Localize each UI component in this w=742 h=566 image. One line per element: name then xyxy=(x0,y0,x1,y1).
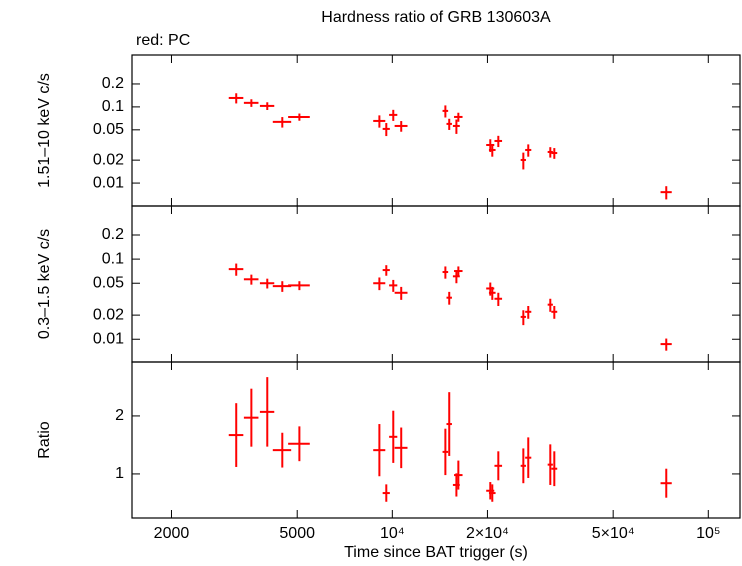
x-tick-label: 2×10⁴ xyxy=(466,525,509,542)
y-tick-label: 0.01 xyxy=(93,330,124,347)
x-tick-label: 2000 xyxy=(154,525,190,542)
annotation: red: PC xyxy=(136,32,190,49)
y-tick-label: 0.02 xyxy=(93,151,124,168)
x-tick-label: 5×10⁴ xyxy=(592,525,635,542)
y-tick-label: 0.05 xyxy=(93,121,124,138)
plot-frame xyxy=(131,205,741,363)
plot-frame xyxy=(131,361,741,519)
chart-title: Hardness ratio of GRB 130603A xyxy=(321,9,551,26)
x-axis-label: Time since BAT trigger (s) xyxy=(344,544,528,561)
x-tick-label: 10⁴ xyxy=(380,525,405,542)
y-axis-label: 0.3–1.5 keV c/s xyxy=(36,229,53,339)
y-tick-label: 0.1 xyxy=(102,250,124,267)
y-tick-label: 1 xyxy=(115,465,124,482)
x-tick-label: 10⁵ xyxy=(696,525,720,542)
y-tick-label: 2 xyxy=(115,407,124,424)
y-tick-label: 0.2 xyxy=(102,75,124,92)
y-axis-label: 1.51–10 keV c/s xyxy=(36,73,53,188)
y-axis-label: Ratio xyxy=(36,421,53,458)
y-tick-label: 0.01 xyxy=(93,174,124,191)
y-tick-label: 0.1 xyxy=(102,98,124,115)
x-tick-label: 5000 xyxy=(279,525,315,542)
y-tick-label: 0.05 xyxy=(93,274,124,291)
y-tick-label: 0.02 xyxy=(93,306,124,323)
y-tick-label: 0.2 xyxy=(102,226,124,243)
plot-frame xyxy=(131,54,741,207)
